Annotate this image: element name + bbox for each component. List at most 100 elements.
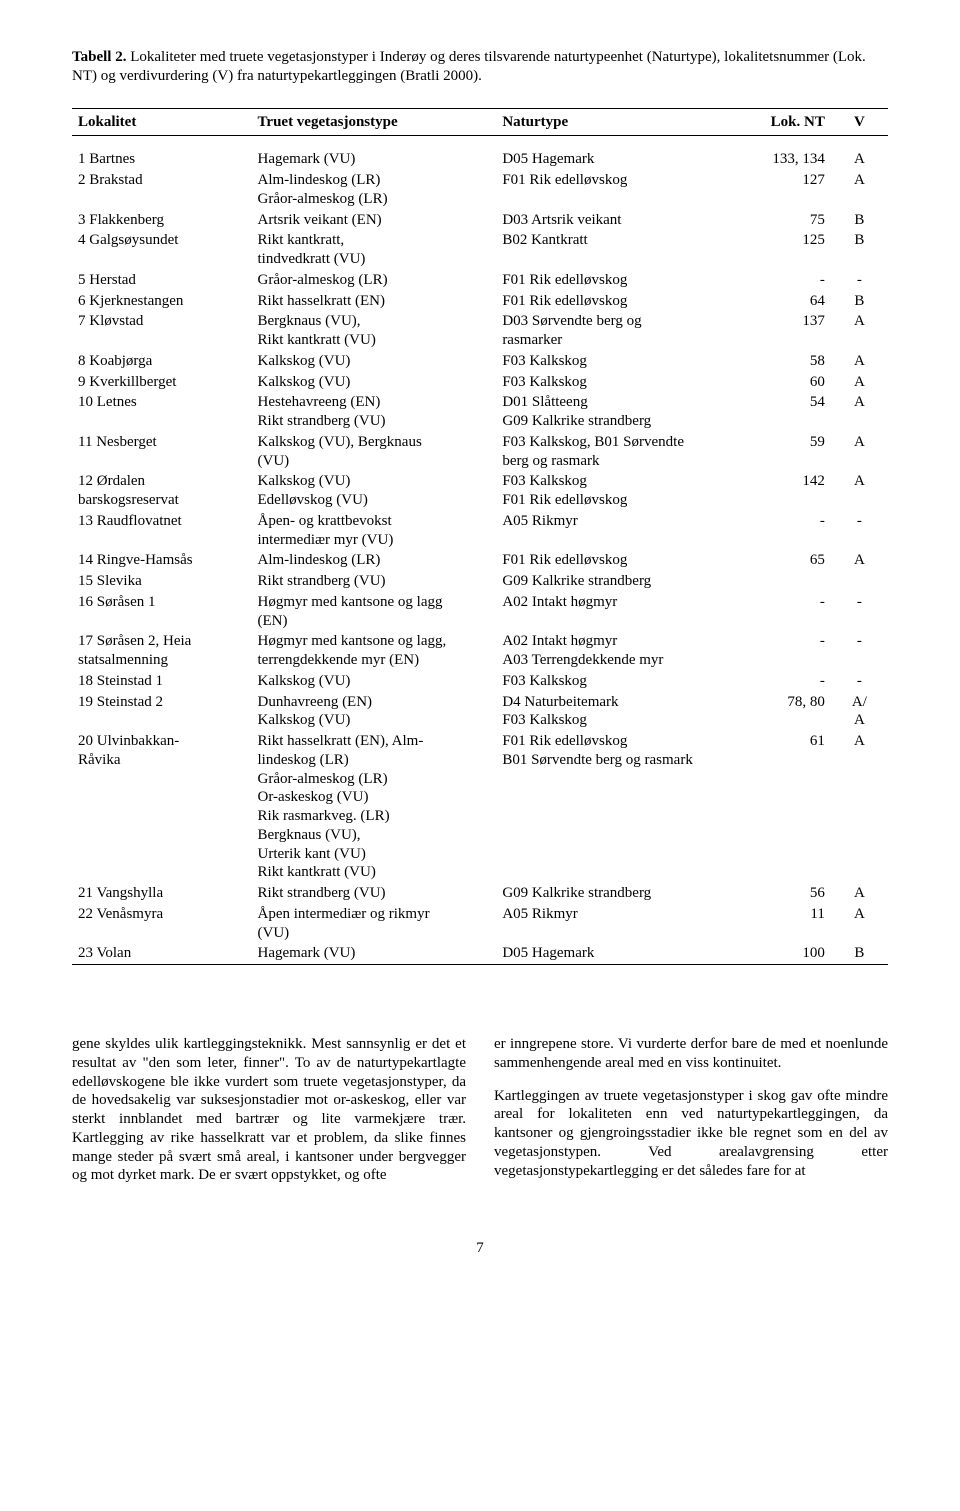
table-cell: F01 Rik edelløvskog bbox=[496, 291, 741, 312]
table-cell: F03 Kalkskog, B01 Sørvendteberg og rasma… bbox=[496, 432, 741, 472]
table-cell: 22 Venåsmyra bbox=[72, 904, 252, 944]
table-cell: 127 bbox=[741, 170, 831, 210]
table-cell: 100 bbox=[741, 943, 831, 964]
table-cell: - bbox=[831, 592, 888, 632]
table-cell: F01 Rik edelløvskog bbox=[496, 270, 741, 291]
table-cell: Kalkskog (VU)Edelløvskog (VU) bbox=[252, 471, 497, 511]
table-row: 3 FlakkenbergArtsrik veikant (EN)D03 Art… bbox=[72, 210, 888, 231]
col-vegetasjonstype: Truet vegetasjonstype bbox=[252, 108, 497, 136]
table-row: 2 BrakstadAlm-lindeskog (LR)Gråor-almesk… bbox=[72, 170, 888, 210]
table-cell: - bbox=[831, 631, 888, 671]
caption-label: Tabell 2. bbox=[72, 49, 126, 65]
table-cell: 20 Ulvinbakkan-Råvika bbox=[72, 731, 252, 883]
table-cell: B02 Kantkratt bbox=[496, 230, 741, 270]
table-cell: 142 bbox=[741, 471, 831, 511]
body-paragraph: er inngrepene store. Vi vurderte derfor … bbox=[494, 1035, 888, 1073]
table-cell: D4 NaturbeitemarkF03 Kalkskog bbox=[496, 692, 741, 732]
table-cell: A02 Intakt høgmyr bbox=[496, 592, 741, 632]
table-cell: D05 Hagemark bbox=[496, 136, 741, 170]
table-row: 1 BartnesHagemark (VU)D05 Hagemark133, 1… bbox=[72, 136, 888, 170]
table-cell: Alm-lindeskog (LR)Gråor-almeskog (LR) bbox=[252, 170, 497, 210]
table-row: 7 KløvstadBergknaus (VU),Rikt kantkratt … bbox=[72, 311, 888, 351]
table-cell: Kalkskog (VU) bbox=[252, 351, 497, 372]
table-cell: A bbox=[831, 550, 888, 571]
table-cell: Høgmyr med kantsone og lagg(EN) bbox=[252, 592, 497, 632]
table-cell: F01 Rik edelløvskog bbox=[496, 170, 741, 210]
page-number: 7 bbox=[72, 1239, 888, 1258]
table-cell: B bbox=[831, 210, 888, 231]
table-row: 4 GalgsøysundetRikt kantkratt,tindvedkra… bbox=[72, 230, 888, 270]
table-cell: A bbox=[831, 883, 888, 904]
table-cell: - bbox=[741, 592, 831, 632]
table-cell: 137 bbox=[741, 311, 831, 351]
table-cell: Kalkskog (VU) bbox=[252, 671, 497, 692]
table-cell: - bbox=[831, 270, 888, 291]
table-row: 8 KoabjørgaKalkskog (VU)F03 Kalkskog58A bbox=[72, 351, 888, 372]
table-cell: A bbox=[831, 904, 888, 944]
table-row: 16 Søråsen 1Høgmyr med kantsone og lagg(… bbox=[72, 592, 888, 632]
table-cell: Bergknaus (VU),Rikt kantkratt (VU) bbox=[252, 311, 497, 351]
table-cell: 133, 134 bbox=[741, 136, 831, 170]
table-cell: A bbox=[831, 351, 888, 372]
table-cell: D01 SlåtteengG09 Kalkrike strandberg bbox=[496, 392, 741, 432]
right-column: er inngrepene store. Vi vurderte derfor … bbox=[494, 1035, 888, 1199]
table-cell: A05 Rikmyr bbox=[496, 511, 741, 551]
table-cell: Hestehavreeng (EN)Rikt strandberg (VU) bbox=[252, 392, 497, 432]
table-cell: A bbox=[831, 432, 888, 472]
col-lokalitet: Lokalitet bbox=[72, 108, 252, 136]
table-cell: Rikt strandberg (VU) bbox=[252, 571, 497, 592]
table-cell: A bbox=[831, 170, 888, 210]
table-cell: Rikt hasselkratt (EN) bbox=[252, 291, 497, 312]
table-cell: 78, 80 bbox=[741, 692, 831, 732]
table-cell: A05 Rikmyr bbox=[496, 904, 741, 944]
table-cell: F03 Kalkskog bbox=[496, 671, 741, 692]
table-cell: 19 Steinstad 2 bbox=[72, 692, 252, 732]
table-cell: 15 Slevika bbox=[72, 571, 252, 592]
col-loknt: Lok. NT bbox=[741, 108, 831, 136]
table-cell: Hagemark (VU) bbox=[252, 136, 497, 170]
table-cell: A bbox=[831, 311, 888, 351]
table-cell: Gråor-almeskog (LR) bbox=[252, 270, 497, 291]
table-row: 22 VenåsmyraÅpen intermediær og rikmyr(V… bbox=[72, 904, 888, 944]
table-row: 13 RaudflovatnetÅpen- og krattbevokstint… bbox=[72, 511, 888, 551]
table-cell: - bbox=[831, 511, 888, 551]
table-cell: Rikt kantkratt,tindvedkratt (VU) bbox=[252, 230, 497, 270]
table-cell: 23 Volan bbox=[72, 943, 252, 964]
table-cell: A02 Intakt høgmyrA03 Terrengdekkende myr bbox=[496, 631, 741, 671]
table-row: 19 Steinstad 2Dunhavreeng (EN)Kalkskog (… bbox=[72, 692, 888, 732]
table-cell: 61 bbox=[741, 731, 831, 883]
table-row: 5 HerstadGråor-almeskog (LR)F01 Rik edel… bbox=[72, 270, 888, 291]
table-cell: 58 bbox=[741, 351, 831, 372]
body-paragraph: gene skyldes ulik kartleggingsteknikk. M… bbox=[72, 1035, 466, 1185]
table-row: 9 KverkillbergetKalkskog (VU)F03 Kalksko… bbox=[72, 372, 888, 393]
body-columns: gene skyldes ulik kartleggingsteknikk. M… bbox=[72, 1035, 888, 1199]
table-cell: 64 bbox=[741, 291, 831, 312]
table-cell: 11 Nesberget bbox=[72, 432, 252, 472]
table-cell: G09 Kalkrike strandberg bbox=[496, 571, 741, 592]
table-cell: B bbox=[831, 230, 888, 270]
table-cell: - bbox=[741, 671, 831, 692]
table-cell: 6 Kjerknestangen bbox=[72, 291, 252, 312]
left-column: gene skyldes ulik kartleggingsteknikk. M… bbox=[72, 1035, 466, 1199]
table-cell: Høgmyr med kantsone og lagg,terrengdekke… bbox=[252, 631, 497, 671]
table-cell: 125 bbox=[741, 230, 831, 270]
table-cell: Rikt hasselkratt (EN), Alm-lindeskog (LR… bbox=[252, 731, 497, 883]
table-cell: 60 bbox=[741, 372, 831, 393]
table-caption: Tabell 2. Lokaliteter med truete vegetas… bbox=[72, 48, 888, 86]
table-cell: 14 Ringve-Hamsås bbox=[72, 550, 252, 571]
table-cell: D03 Sørvendte berg ograsmarker bbox=[496, 311, 741, 351]
table-cell: 12 Ørdalenbarskogsreservat bbox=[72, 471, 252, 511]
table-cell: F01 Rik edelløvskogB01 Sørvendte berg og… bbox=[496, 731, 741, 883]
table-cell: A bbox=[831, 136, 888, 170]
table-row: 17 Søråsen 2, HeiastatsalmenningHøgmyr m… bbox=[72, 631, 888, 671]
table-cell: A bbox=[831, 471, 888, 511]
col-v: V bbox=[831, 108, 888, 136]
table-cell bbox=[831, 571, 888, 592]
table-cell: 10 Letnes bbox=[72, 392, 252, 432]
table-cell: D05 Hagemark bbox=[496, 943, 741, 964]
body-paragraph: Kartleggingen av truete vegetasjonstyper… bbox=[494, 1087, 888, 1181]
table-row: 10 LetnesHestehavreeng (EN)Rikt strandbe… bbox=[72, 392, 888, 432]
table-cell: 13 Raudflovatnet bbox=[72, 511, 252, 551]
table-row: 14 Ringve-HamsåsAlm-lindeskog (LR)F01 Ri… bbox=[72, 550, 888, 571]
table-cell: G09 Kalkrike strandberg bbox=[496, 883, 741, 904]
